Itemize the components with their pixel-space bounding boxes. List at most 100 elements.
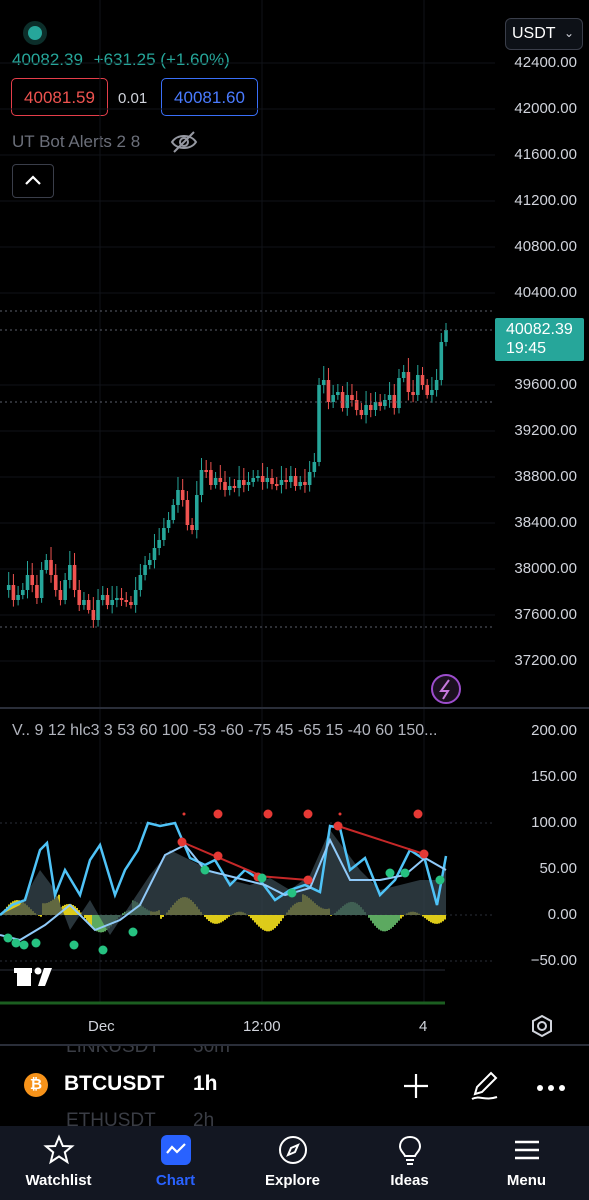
- current-price-tag: 40082.39 19:45: [495, 318, 584, 361]
- candle-body: [387, 395, 392, 400]
- histogram-bar: [330, 915, 332, 916]
- indicator-axis-label: 0.00: [547, 906, 577, 923]
- histogram-bar: [12, 901, 14, 915]
- candle-body: [298, 482, 303, 486]
- histogram-bar: [92, 915, 94, 929]
- nav-label-watchlist: Watchlist: [25, 1172, 92, 1189]
- histogram-bar: [428, 915, 430, 922]
- tradingview-logo: [14, 967, 52, 986]
- chart-icon: [160, 1135, 191, 1165]
- indicator-axis-label: 150.00: [531, 768, 577, 785]
- histogram-bar: [370, 915, 372, 921]
- histogram-bar: [256, 915, 258, 925]
- histogram-bar: [444, 915, 446, 920]
- histogram-bar: [382, 915, 384, 932]
- candle-body: [209, 470, 213, 485]
- candle-body: [321, 380, 326, 385]
- buy-dot: [11, 938, 21, 948]
- nav-ideas[interactable]: Ideas: [351, 1126, 468, 1200]
- histogram-bar: [10, 902, 12, 915]
- price-axis-label: 42400.00: [514, 54, 577, 71]
- histogram-bar: [442, 915, 444, 922]
- buy-dot: [98, 945, 108, 955]
- gear-icon[interactable]: [532, 1014, 552, 1038]
- histogram-bar: [260, 915, 262, 929]
- nav-watchlist[interactable]: Watchlist: [0, 1126, 117, 1200]
- price-chart[interactable]: [0, 0, 589, 1046]
- candle-body: [72, 565, 77, 590]
- candle-body: [373, 402, 378, 410]
- nav-chart[interactable]: Chart: [117, 1126, 234, 1200]
- draw-pen-icon[interactable]: [469, 1068, 501, 1102]
- buy-dot: [400, 868, 410, 878]
- nav-label-ideas: Ideas: [390, 1172, 429, 1189]
- buy-button[interactable]: 40081.60: [161, 78, 258, 116]
- more-options-icon[interactable]: [536, 1080, 566, 1091]
- histogram-bar: [218, 915, 220, 924]
- indicator-legend[interactable]: V.. 9 12 hlc3 3 53 60 100 -53 -60 -75 45…: [12, 722, 438, 739]
- symbol-bar[interactable]: [0, 1046, 589, 1126]
- histogram-bar: [102, 915, 104, 933]
- indicator-axis-label: 200.00: [531, 722, 577, 739]
- candle-body: [157, 540, 161, 548]
- sell-dot: [213, 809, 223, 819]
- buy-dot: [3, 933, 13, 943]
- candle-body: [383, 400, 387, 406]
- bottom-nav: Watchlist Chart Explore Ideas Menu: [0, 1126, 589, 1200]
- histogram-bar: [372, 915, 374, 924]
- price-change-line: 40082.39 +631.25 (+1.60%): [12, 50, 230, 70]
- candle-body: [110, 600, 114, 605]
- candle-body: [265, 478, 270, 482]
- candle-body: [326, 380, 331, 402]
- nav-menu[interactable]: Menu: [468, 1126, 585, 1200]
- buy-dot: [385, 868, 395, 878]
- histogram-bar: [252, 915, 254, 921]
- candle-body: [303, 482, 307, 485]
- symbol-name[interactable]: BTCUSDT: [64, 1072, 165, 1095]
- add-icon[interactable]: [402, 1072, 430, 1100]
- histogram-bar: [424, 915, 426, 919]
- collapse-legend-button[interactable]: [12, 164, 54, 198]
- lightning-icon[interactable]: [431, 674, 461, 704]
- candle-body: [162, 528, 166, 540]
- histogram-bar: [206, 915, 208, 920]
- interval-label[interactable]: 1h: [193, 1072, 218, 1095]
- histogram-bar: [398, 915, 400, 921]
- histogram-bar: [70, 904, 72, 915]
- histogram-bar: [396, 915, 398, 923]
- indicator-grid: [0, 822, 495, 971]
- candle-body: [406, 372, 411, 392]
- histogram-bar: [248, 915, 250, 917]
- signal-dots: [3, 809, 445, 955]
- histogram-bar: [68, 903, 70, 915]
- bitcoin-icon: ₿: [24, 1073, 48, 1097]
- hide-eye-icon[interactable]: [170, 130, 198, 154]
- histogram-bar: [376, 915, 378, 928]
- histogram-bar: [264, 915, 266, 931]
- candlestick-series: [6, 323, 448, 628]
- nav-label-chart: Chart: [155, 1172, 196, 1189]
- sell-dot: [263, 809, 273, 819]
- spread-value: 0.01: [118, 90, 148, 107]
- candle-body: [430, 390, 434, 395]
- currency-select[interactable]: USDT ⌄: [505, 18, 583, 50]
- candle-body: [180, 490, 185, 500]
- candle-body: [133, 590, 138, 605]
- nav-explore[interactable]: Explore: [234, 1126, 351, 1200]
- candle-body: [100, 595, 105, 600]
- chevron-up-icon: [25, 175, 41, 185]
- histogram-bar: [8, 904, 10, 915]
- histogram-bar: [250, 915, 252, 919]
- histogram-bar: [98, 915, 100, 933]
- sell-button[interactable]: 40081.59: [11, 78, 108, 116]
- histogram-bar: [6, 906, 8, 915]
- price-axis-label: 38000.00: [514, 560, 577, 577]
- candle-body: [392, 395, 397, 408]
- histogram-bar: [214, 915, 216, 924]
- histogram-bar: [384, 915, 386, 932]
- histogram-bar: [78, 910, 80, 915]
- divergence-line: [257, 875, 309, 881]
- price-change: +631.25 (+1.60%): [93, 50, 230, 69]
- candle-body: [415, 375, 420, 395]
- time-label-noon: 12:00: [243, 1018, 281, 1035]
